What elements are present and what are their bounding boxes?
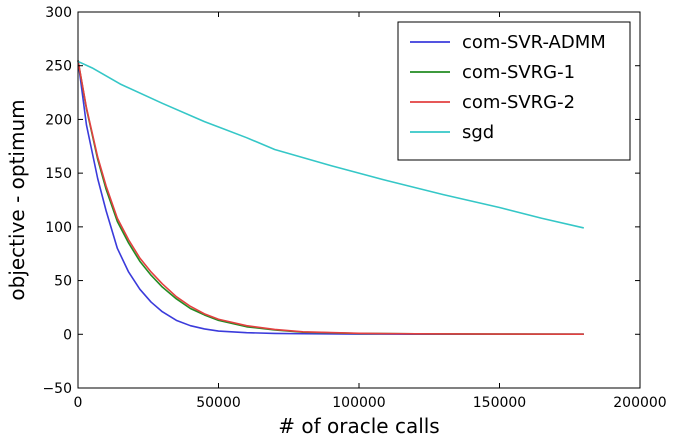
series-line-sgd: [77, 60, 584, 229]
y-tick-label: −50: [42, 381, 72, 397]
x-tick-label: 50000: [196, 395, 241, 411]
x-axis-label: # of oracle calls: [278, 414, 439, 438]
y-tick-label: 250: [45, 59, 72, 75]
y-tick-label: 200: [45, 112, 72, 128]
y-tick-label: 50: [54, 274, 72, 290]
legend-label-com-SVRG-1: com-SVRG-1: [462, 62, 575, 83]
legend-label-com-SVRG-2: com-SVRG-2: [462, 92, 575, 113]
y-tick-label: 100: [45, 220, 72, 236]
legend-label-sgd: sgd: [462, 122, 494, 143]
legend: com-SVR-ADMM com-SVRG-1 com-SVRG-2 sgd: [397, 21, 631, 161]
x-tick-label: 200000: [613, 395, 666, 411]
legend-box: [397, 21, 631, 161]
x-tick-label: 0: [74, 395, 83, 411]
x-tick-label: 150000: [473, 395, 526, 411]
y-tick-label: 150: [45, 166, 72, 182]
plot-content: [77, 60, 584, 335]
y-axis-label: objective - optimum: [5, 99, 29, 300]
series-line-com-SVR-ADMM: [77, 60, 584, 335]
x-tick-label: 100000: [332, 395, 385, 411]
axes-layer: 0 50000 100000 150000 200000−500501001502002…: [5, 5, 667, 438]
y-tick-label: 0: [63, 327, 72, 343]
series-line-com-SVRG-2: [77, 60, 584, 335]
y-tick-label: 300: [45, 5, 72, 21]
legend-label-com-SVR-ADMM: com-SVR-ADMM: [462, 32, 606, 53]
